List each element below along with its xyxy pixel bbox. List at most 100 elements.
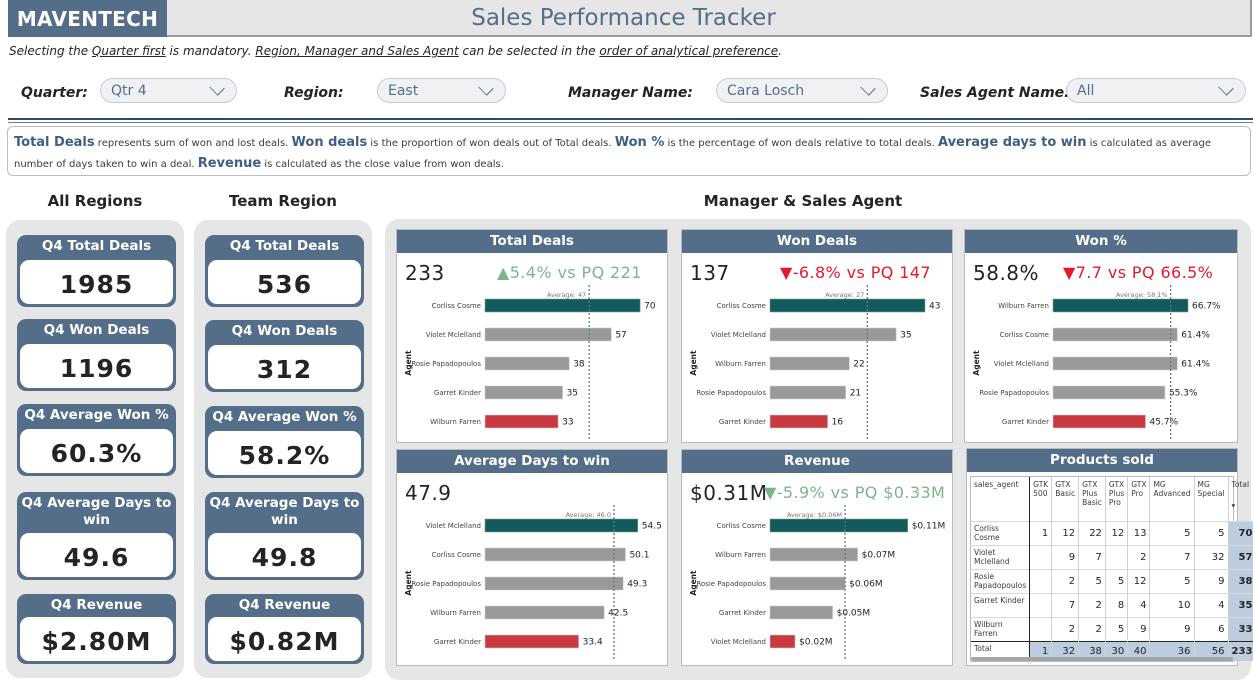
kpi-value: $0.82M xyxy=(208,617,361,661)
bar xyxy=(484,605,605,620)
data-label: 22 xyxy=(853,360,864,370)
kpi-value: 312 xyxy=(208,345,361,389)
definitions-box: Total Deals represents sum of won and lo… xyxy=(7,126,1251,176)
category-label: Corliss Cosme xyxy=(717,302,766,310)
category-label: Violet Mclelland xyxy=(426,331,481,339)
bar-chart-svg: Agent Wilburn Farren 66.7% Corliss Cosme 61.… xyxy=(972,285,1221,439)
kpi-card: Q4 Average Days to win 49.8 xyxy=(205,492,364,580)
category-label: Corliss Cosme xyxy=(1000,331,1049,339)
cell-value: 2 xyxy=(1051,616,1080,641)
agent-dropdown[interactable]: All xyxy=(1066,78,1246,103)
bar-chart-svg: Agent Corliss Cosme $0.11M Wilburn Farren $0… xyxy=(689,505,945,659)
kpi-title: Q4 Average Won % xyxy=(24,407,169,423)
bar xyxy=(484,385,563,400)
category-label: Garret Kinder xyxy=(1002,418,1049,426)
title-bar: Sales Performance Tracker xyxy=(167,0,1252,37)
card-title: Won Deals xyxy=(682,230,952,253)
kpi-value: 47.9 xyxy=(405,481,452,505)
bar xyxy=(484,547,626,562)
chevron-down-icon xyxy=(209,79,225,96)
kpi-value: 60.3% xyxy=(20,429,173,473)
horizontal-scrollbar[interactable] xyxy=(971,657,1233,661)
kpi-value: 49.8 xyxy=(208,533,361,577)
column-header[interactable]: GTX Pro xyxy=(1127,477,1151,521)
column-header[interactable]: MG Special xyxy=(1194,477,1229,521)
average-label: Average: 27 xyxy=(825,291,864,299)
cell-value: 12 xyxy=(1051,520,1080,545)
region-dropdown[interactable]: East xyxy=(377,78,506,103)
manager-agent-heading: Manager & Sales Agent xyxy=(703,192,903,210)
cell-value: 30 xyxy=(1105,640,1129,661)
bar xyxy=(769,547,858,562)
data-label: $0.05M xyxy=(837,609,871,619)
bar xyxy=(484,298,641,313)
kpi-title: Q4 Average Won % xyxy=(212,409,357,425)
cell-value: 32 xyxy=(1051,640,1080,661)
bar-chart-svg: Agent Violet Mclelland 54.5 Corliss Cosme 50… xyxy=(404,505,662,659)
manager-dropdown[interactable]: Cara Losch xyxy=(716,78,888,103)
row-label: Corliss Cosme xyxy=(971,520,1031,545)
bar-chart-svg: Agent Corliss Cosme 70 Violet Mclelland 57 Ro… xyxy=(404,285,656,439)
bar xyxy=(1052,414,1146,429)
kpi-value: 233 xyxy=(405,261,445,285)
column-header[interactable]: GTX Basic xyxy=(1051,477,1080,521)
category-label: Wilburn Farren xyxy=(715,360,766,368)
table-row: Corliss Cosme 1 12 22 12 13 5 5 70 xyxy=(971,520,1253,545)
data-label: 50.1 xyxy=(629,551,649,561)
bar xyxy=(769,356,850,371)
products-table: sales_agent GTK 500 GTX Basic GTX Plus Basi… xyxy=(971,477,1253,661)
bar xyxy=(484,518,639,533)
row-label: Violet Mclelland xyxy=(971,544,1031,569)
cell-value: 38 xyxy=(1228,568,1253,593)
data-label: $0.07M xyxy=(862,551,896,561)
column-header[interactable]: GTK 500 xyxy=(1029,477,1053,521)
chart-card-total-deals: Total Deals 233 ▲5.4% vs PQ 221 Agent Corlis… xyxy=(396,229,668,443)
data-label: 70 xyxy=(644,302,656,312)
kpi-title: Q4 Total Deals xyxy=(41,238,152,254)
card-title: Total Deals xyxy=(397,230,667,253)
def-text: is calculated as the close value from wo… xyxy=(261,159,504,170)
quarter-dropdown[interactable]: Qtr 4 xyxy=(100,78,237,103)
column-header[interactable]: GTX Plus Basic xyxy=(1078,477,1106,521)
cell-value: 40 xyxy=(1127,640,1151,661)
cell-value: 12 xyxy=(1105,520,1129,545)
column-header[interactable]: GTX Plus Pro xyxy=(1105,477,1129,521)
cell-value: 2 xyxy=(1127,544,1151,569)
delta-vs-previous-quarter: ▼-6.8% vs PQ 147 xyxy=(780,263,931,282)
delta-vs-previous-quarter: ▼-5.9% vs PQ $0.33M xyxy=(764,483,946,502)
instr-emph-quarter: Quarter first xyxy=(91,44,166,58)
divider xyxy=(8,118,1253,120)
column-header[interactable]: Total ▾ xyxy=(1228,477,1253,521)
kpi-card: Q4 Average Won % 58.2% xyxy=(205,406,364,478)
cell-value: 5 xyxy=(1078,568,1106,593)
cell-value: 5 xyxy=(1105,616,1129,641)
manager-label: Manager Name: xyxy=(568,85,693,101)
cell-value: 7 xyxy=(1078,544,1106,569)
kpi-card: Q4 Total Deals 536 xyxy=(205,235,364,307)
cell-value: 22 xyxy=(1078,520,1106,545)
cell-value: 5 xyxy=(1149,520,1195,545)
column-header[interactable]: MG Advanced xyxy=(1149,477,1195,521)
bar xyxy=(769,414,828,429)
cell-value: 5 xyxy=(1105,568,1129,593)
cell-value: 233 xyxy=(1228,640,1253,661)
kpi-title: Q4 Won Deals xyxy=(43,322,150,338)
bar xyxy=(1052,385,1166,400)
kpi-value: 58.2% xyxy=(208,431,361,475)
cell-value xyxy=(1029,592,1053,617)
agent-value: All xyxy=(1077,82,1095,99)
cell-value: 4 xyxy=(1127,592,1151,617)
instr-text: Selecting the xyxy=(9,44,92,58)
data-label: 45.7% xyxy=(1150,418,1179,428)
column-header[interactable]: sales_agent xyxy=(971,477,1031,521)
cell-value: 10 xyxy=(1149,592,1195,617)
bar xyxy=(769,605,833,620)
axis-title: Agent xyxy=(404,350,413,376)
category-label: Garret Kinder xyxy=(719,609,766,617)
instr-emph-filters: Region, Manager and Sales Agent xyxy=(255,44,459,58)
bar-chart: Agent Corliss Cosme 43 Violet Mclelland 35 Wi… xyxy=(682,285,952,445)
sort-descending-icon[interactable]: ▾ xyxy=(1231,501,1236,510)
data-label: 61.4% xyxy=(1181,331,1210,341)
category-label: Corliss Cosme xyxy=(432,551,481,559)
bar xyxy=(484,414,559,429)
